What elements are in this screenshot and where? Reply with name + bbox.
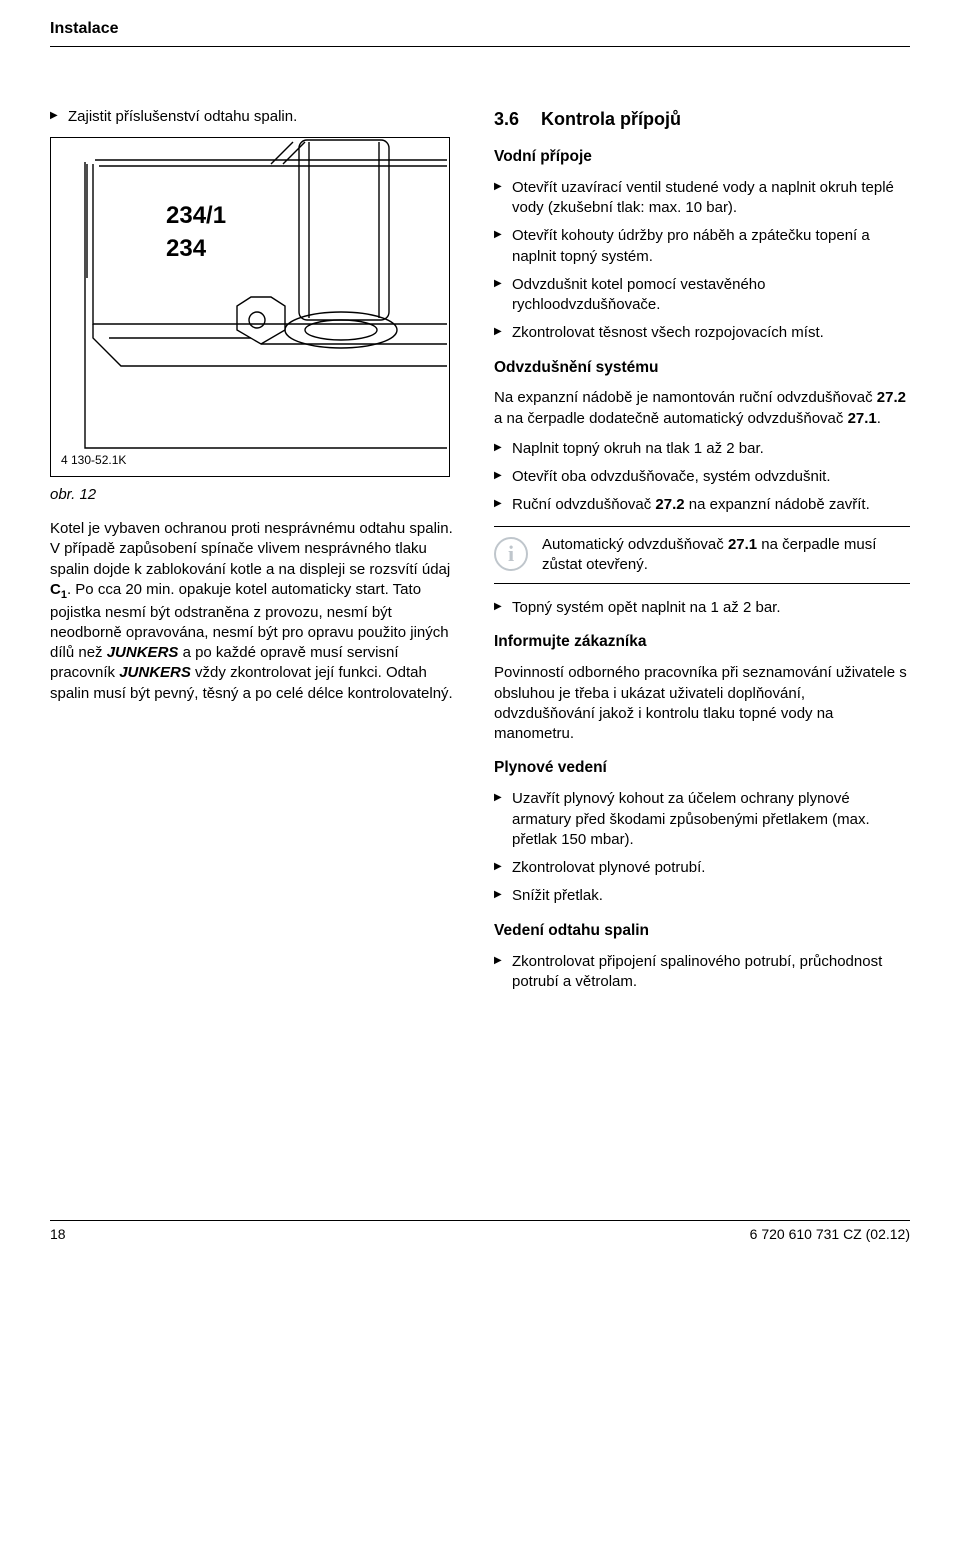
left-bullet-list: Zajistit příslušenství odtahu spalin. bbox=[50, 107, 460, 127]
section-title: Kontrola přípojů bbox=[541, 109, 681, 129]
list-item: Topný systém opět naplnit na 1 až 2 bar. bbox=[494, 598, 910, 618]
bullet-list: Uzavřít plynový kohout za účelem ochrany… bbox=[494, 789, 910, 906]
figure-caption: obr. 12 bbox=[50, 485, 460, 505]
text: . bbox=[877, 410, 881, 427]
subheading: Odvzdušnění systému bbox=[494, 358, 910, 379]
figure-label: 234/1 bbox=[166, 200, 226, 232]
text-bold: 27.1 bbox=[728, 536, 757, 553]
text: na expanzní nádobě zavřít. bbox=[685, 496, 870, 513]
list-item: Naplnit topný okruh na tlak 1 až 2 bar. bbox=[494, 439, 910, 459]
list-item: Otevřít kohouty údržby pro náběh a zpáte… bbox=[494, 226, 910, 267]
subheading: Plynové vedení bbox=[494, 758, 910, 779]
list-item: Ruční odvzdušňovač 27.2 na expanzní nádo… bbox=[494, 495, 910, 515]
left-column: Zajistit příslušenství odtahu spalin. bbox=[50, 107, 460, 1000]
list-item: Odvzdušnit kotel pomocí vestavěného rych… bbox=[494, 275, 910, 316]
text-bold: 27.2 bbox=[655, 496, 684, 513]
page-number: 18 bbox=[50, 1225, 66, 1244]
brand-name: JUNKERS bbox=[107, 644, 179, 661]
bullet-list: Otevřít uzavírací ventil studené vody a … bbox=[494, 178, 910, 344]
list-item: Otevřít uzavírací ventil studené vody a … bbox=[494, 178, 910, 219]
bullet-list: Naplnit topný okruh na tlak 1 až 2 bar. … bbox=[494, 439, 910, 516]
bullet-list: Topný systém opět naplnit na 1 až 2 bar. bbox=[494, 598, 910, 618]
body-paragraph: Povinností odborného pracovníka při sezn… bbox=[494, 663, 910, 744]
list-item: Zkontrolovat těsnost všech rozpojovacích… bbox=[494, 323, 910, 343]
text: Automatický odvzdušňovač bbox=[542, 536, 728, 553]
document-code: 6 720 610 731 CZ (02.12) bbox=[750, 1225, 910, 1244]
figure-drawing bbox=[51, 138, 451, 478]
list-item: Uzavřít plynový kohout za účelem ochrany… bbox=[494, 789, 910, 850]
subheading: Vodní přípoje bbox=[494, 147, 910, 168]
info-icon: i bbox=[494, 537, 528, 571]
list-item: Zkontrolovat připojení spalinového potru… bbox=[494, 952, 910, 993]
info-text: Automatický odvzdušňovač 27.1 na čerpadl… bbox=[542, 535, 910, 576]
subheading: Informujte zákazníka bbox=[494, 632, 910, 653]
text-bold: 27.1 bbox=[848, 410, 877, 427]
text: Kotel je vybaven ochranou proti nesprávn… bbox=[50, 520, 453, 578]
list-item: Snížit přetlak. bbox=[494, 886, 910, 906]
content-columns: Zajistit příslušenství odtahu spalin. bbox=[50, 107, 910, 1000]
body-paragraph: Kotel je vybaven ochranou proti nesprávn… bbox=[50, 519, 460, 704]
text-bold: 27.2 bbox=[877, 389, 906, 406]
page-footer: 18 6 720 610 731 CZ (02.12) bbox=[50, 1220, 910, 1244]
info-note: i Automatický odvzdušňovač 27.1 na čerpa… bbox=[494, 526, 910, 585]
list-item: Zkontrolovat plynové potrubí. bbox=[494, 858, 910, 878]
bullet-list: Zkontrolovat připojení spalinového potru… bbox=[494, 952, 910, 993]
text: a na čerpadle dodatečně automatický odvz… bbox=[494, 410, 848, 427]
list-item: Otevřít oba odvzdušňovače, systém odvzdu… bbox=[494, 467, 910, 487]
body-paragraph: Na expanzní nádobě je namontován ruční o… bbox=[494, 388, 910, 429]
header-rule bbox=[50, 46, 910, 47]
right-column: 3.6 Kontrola přípojů Vodní přípoje Otevří… bbox=[494, 107, 910, 1000]
list-item: Zajistit příslušenství odtahu spalin. bbox=[50, 107, 460, 127]
section-heading: 3.6 Kontrola přípojů bbox=[494, 107, 910, 131]
figure-code: 4 130-52.1K bbox=[61, 452, 126, 468]
subheading: Vedení odtahu spalin bbox=[494, 921, 910, 942]
figure-box: 234/1 234 4 130-52.1K bbox=[50, 137, 450, 477]
text: Ruční odvzdušňovač bbox=[512, 496, 655, 513]
text-bold: C bbox=[50, 581, 61, 598]
brand-name: JUNKERS bbox=[119, 664, 191, 681]
text: Na expanzní nádobě je namontován ruční o… bbox=[494, 389, 877, 406]
section-number: 3.6 bbox=[494, 109, 519, 129]
page-header-title: Instalace bbox=[50, 18, 910, 40]
figure-label: 234 bbox=[166, 233, 206, 265]
